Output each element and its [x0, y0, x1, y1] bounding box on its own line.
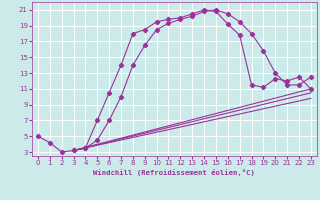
X-axis label: Windchill (Refroidissement éolien,°C): Windchill (Refroidissement éolien,°C) [93, 169, 255, 176]
